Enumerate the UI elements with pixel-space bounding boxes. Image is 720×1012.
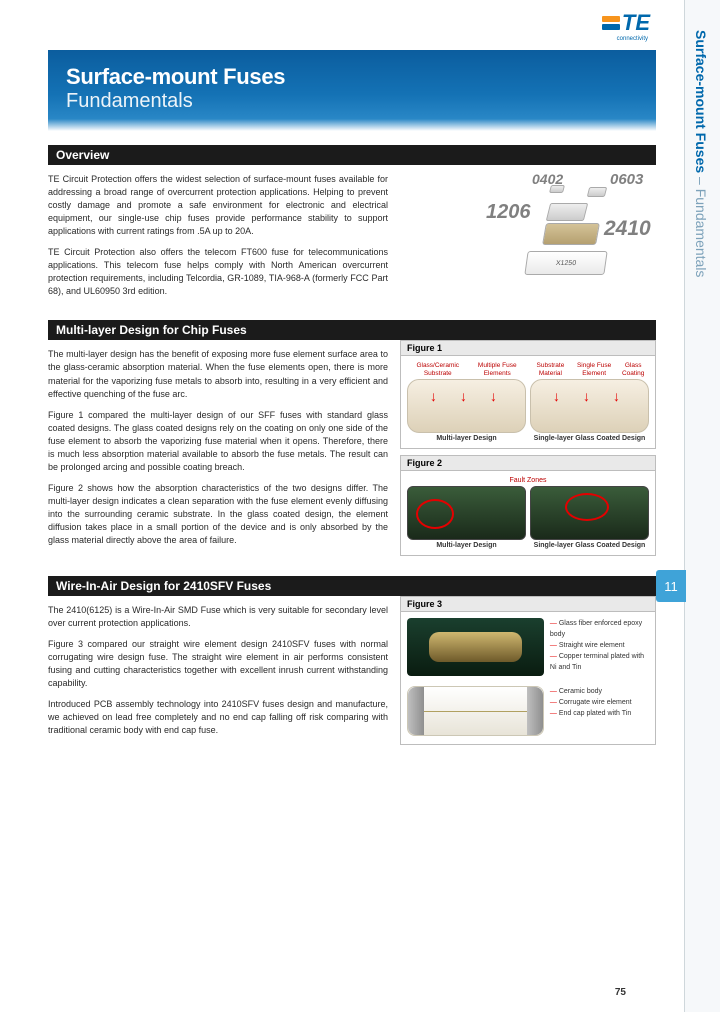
multilayer-p1: The multi-layer design has the benefit o… bbox=[48, 348, 388, 400]
fig1-img-left: ↓ ↓ ↓ bbox=[407, 379, 526, 433]
overview-p2: TE Circuit Protection also offers the te… bbox=[48, 246, 388, 298]
figure-2-header: Figure 2 bbox=[401, 456, 655, 471]
label-1206: 1206 bbox=[486, 201, 531, 224]
figure-1-header: Figure 1 bbox=[401, 341, 655, 356]
side-tab-sep: – bbox=[693, 173, 709, 189]
side-tab-light: Fundamentals bbox=[693, 189, 709, 278]
fig1-label-b1: Substrate Material bbox=[530, 362, 571, 376]
fig1-img-right: ↓ ↓ ↓ bbox=[530, 379, 649, 433]
fig3-annot-top: Glass fiber enforced epoxy body Straight… bbox=[550, 618, 649, 674]
fig1-cap-left: Multi-layer Design bbox=[407, 435, 526, 442]
multilayer-p2: Figure 1 compared the multi-layer design… bbox=[48, 409, 388, 474]
fig2-img-left bbox=[407, 486, 526, 540]
chip-1206 bbox=[546, 203, 588, 221]
fig3-annot4: Ceramic body bbox=[550, 686, 649, 697]
page-tab: 11 bbox=[656, 570, 686, 602]
fig2-cap-left: Multi-layer Design bbox=[407, 542, 526, 549]
figure-1: Figure 1 Glass/Ceramic Substrate Multipl… bbox=[400, 340, 656, 448]
side-tab: Surface-mount Fuses – Fundamentals bbox=[684, 0, 720, 1012]
wire-text: The 2410(6125) is a Wire-In-Air SMD Fuse… bbox=[48, 604, 388, 745]
figure-3: Figure 3 Glass fiber enforced epoxy body… bbox=[400, 596, 656, 745]
label-0603: 0603 bbox=[610, 171, 643, 188]
chip-2410 bbox=[542, 223, 600, 245]
fig3-annot5: Corrugate wire element bbox=[550, 697, 649, 708]
fig3-annot1: Glass fiber enforced epoxy body bbox=[550, 618, 649, 640]
wire-p2: Figure 3 compared our straight wire elem… bbox=[48, 638, 388, 690]
brand-name: TE bbox=[622, 10, 650, 36]
fig2-cap-right: Single-layer Glass Coated Design bbox=[530, 542, 649, 549]
brand-sub: connectivity bbox=[617, 36, 648, 42]
overview-p1: TE Circuit Protection offers the widest … bbox=[48, 173, 388, 238]
fig2-img-right bbox=[530, 486, 649, 540]
figure-3-header: Figure 3 bbox=[401, 597, 655, 612]
wire-p1: The 2410(6125) is a Wire-In-Air SMD Fuse… bbox=[48, 604, 388, 630]
hero-title: Surface-mount Fuses bbox=[66, 64, 638, 90]
multilayer-p3: Figure 2 shows how the absorption charac… bbox=[48, 482, 388, 547]
side-tab-text: Surface-mount Fuses – Fundamentals bbox=[693, 30, 709, 277]
fig3-img-bottom bbox=[407, 686, 544, 736]
brand-logo: TE connectivity bbox=[602, 10, 650, 36]
label-2410: 2410 bbox=[604, 217, 651, 241]
fig1-label-a1: Glass/Ceramic Substrate bbox=[407, 362, 469, 376]
fig3-annot2: Straight wire element bbox=[550, 640, 649, 651]
overview-header: Overview bbox=[48, 145, 656, 165]
overview-text: TE Circuit Protection offers the widest … bbox=[48, 173, 388, 306]
hero-subtitle: Fundamentals bbox=[66, 90, 638, 113]
chip-marking: X1250 bbox=[524, 251, 607, 275]
figure-2: Figure 2 Fault Zones Multi-layer Design bbox=[400, 455, 656, 556]
fig1-label-b2: Single Fuse Element bbox=[571, 362, 617, 376]
multilayer-header: Multi-layer Design for Chip Fuses bbox=[48, 320, 656, 340]
fig3-annot3: Copper terminal plated with Ni and Tin bbox=[550, 651, 649, 673]
chip-0603 bbox=[587, 187, 607, 197]
wire-header: Wire-In-Air Design for 2410SFV Fuses bbox=[48, 576, 656, 596]
fig3-annot6: End cap plated with Tin bbox=[550, 708, 649, 719]
side-tab-bold: Surface-mount Fuses bbox=[693, 30, 709, 173]
multilayer-text: The multi-layer design has the benefit o… bbox=[48, 348, 388, 555]
fig1-cap-right: Single-layer Glass Coated Design bbox=[530, 435, 649, 442]
page-number: 75 bbox=[615, 987, 626, 998]
fig3-annot-bottom: Ceramic body Corrugate wire element End … bbox=[550, 686, 649, 720]
chip-0402 bbox=[549, 185, 565, 193]
fig2-fault-label: Fault Zones bbox=[407, 477, 649, 484]
hero-banner: Surface-mount Fuses Fundamentals bbox=[48, 50, 656, 131]
fuse-size-display: 0402 0603 1206 2410 X1250 bbox=[400, 171, 656, 291]
fig1-label-a2: Multiple Fuse Elements bbox=[469, 362, 527, 376]
wire-p3: Introduced PCB assembly technology into … bbox=[48, 698, 388, 737]
fig3-img-top bbox=[407, 618, 544, 676]
page: TE connectivity Surface-mount Fuses Fund… bbox=[0, 0, 680, 1012]
fig1-label-b3: Glass Coating bbox=[617, 362, 649, 376]
